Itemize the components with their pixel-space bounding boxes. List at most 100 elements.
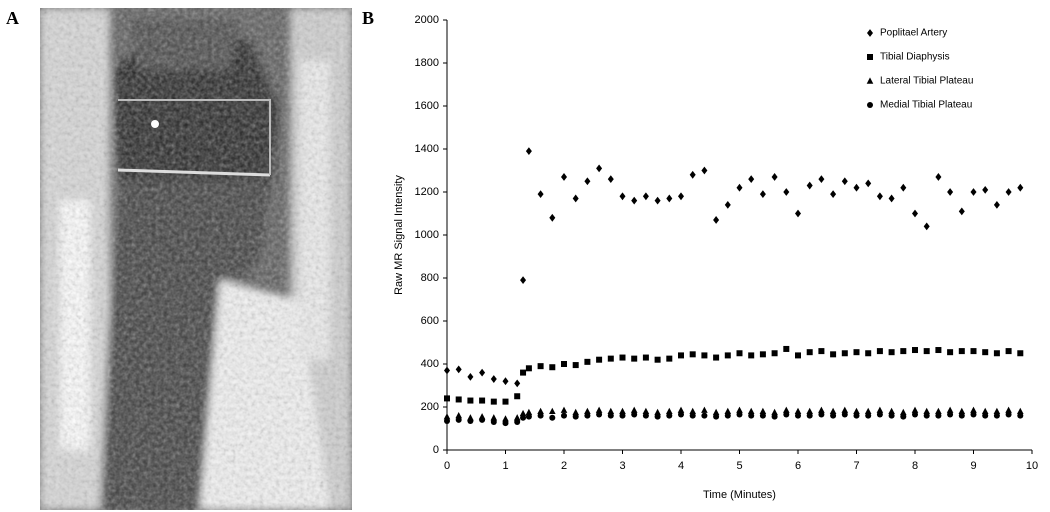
data-point bbox=[520, 276, 527, 285]
data-point bbox=[654, 356, 661, 363]
data-point bbox=[946, 406, 954, 413]
y-tick-label: 0 bbox=[433, 444, 439, 456]
data-point bbox=[642, 192, 649, 201]
x-tick-label: 3 bbox=[619, 460, 625, 472]
data-point bbox=[630, 406, 638, 413]
x-tick-label: 10 bbox=[1026, 460, 1038, 472]
legend-label: Tibial Diaphysis bbox=[880, 52, 950, 63]
data-point bbox=[923, 412, 930, 419]
data-point bbox=[654, 196, 661, 205]
data-point bbox=[853, 183, 860, 192]
data-point bbox=[841, 350, 848, 357]
data-point bbox=[888, 412, 895, 419]
x-tick-label: 2 bbox=[561, 460, 567, 472]
data-point bbox=[736, 183, 743, 192]
data-point bbox=[1017, 350, 1024, 357]
x-axis-label: Time (Minutes) bbox=[703, 489, 776, 501]
y-tick-label: 200 bbox=[421, 401, 439, 413]
y-tick-label: 2000 bbox=[415, 14, 439, 26]
data-point bbox=[525, 147, 532, 156]
x-tick-label: 5 bbox=[736, 460, 742, 472]
data-point bbox=[537, 407, 544, 414]
data-point bbox=[958, 407, 966, 414]
x-tick-label: 4 bbox=[678, 460, 684, 472]
data-point bbox=[841, 411, 848, 418]
data-point bbox=[982, 185, 989, 194]
data-point bbox=[537, 190, 544, 199]
data-point bbox=[748, 412, 755, 419]
data-point bbox=[502, 415, 509, 422]
data-point bbox=[993, 350, 1000, 357]
legend-label: Medial Tibial Plateau bbox=[880, 100, 972, 111]
x-tick-label: 7 bbox=[853, 460, 859, 472]
x-tick-label: 6 bbox=[795, 460, 801, 472]
data-point bbox=[993, 201, 1000, 209]
data-point bbox=[865, 412, 872, 419]
data-point bbox=[958, 348, 965, 355]
data-point bbox=[584, 407, 591, 414]
legend-marker bbox=[866, 77, 874, 84]
data-point bbox=[771, 408, 778, 416]
data-point bbox=[853, 349, 860, 356]
data-point bbox=[795, 412, 801, 419]
data-point bbox=[724, 352, 731, 359]
data-point bbox=[479, 368, 486, 377]
y-tick-label: 1000 bbox=[415, 229, 439, 241]
data-point bbox=[1017, 183, 1024, 192]
data-point bbox=[572, 194, 579, 203]
data-point bbox=[584, 412, 591, 419]
data-point bbox=[853, 412, 860, 419]
data-point bbox=[584, 358, 591, 365]
data-point bbox=[806, 407, 813, 414]
y-tick-label: 1200 bbox=[415, 186, 439, 198]
y-tick-label: 400 bbox=[421, 358, 439, 370]
data-point bbox=[806, 412, 813, 419]
data-point bbox=[982, 349, 989, 356]
data-point bbox=[584, 177, 591, 186]
data-point bbox=[631, 196, 638, 205]
data-point bbox=[549, 364, 556, 371]
y-tick-label: 1600 bbox=[415, 100, 439, 112]
data-point bbox=[631, 355, 638, 362]
data-point bbox=[525, 365, 532, 372]
legend-marker bbox=[867, 54, 873, 60]
data-point bbox=[830, 351, 837, 358]
data-point bbox=[519, 409, 527, 417]
data-point bbox=[830, 190, 837, 199]
data-point bbox=[1005, 406, 1012, 413]
x-tick-label: 0 bbox=[444, 460, 450, 472]
y-tick-label: 600 bbox=[421, 315, 439, 327]
data-point bbox=[935, 347, 942, 354]
data-point bbox=[1005, 188, 1012, 196]
data-point bbox=[689, 351, 696, 358]
data-point bbox=[771, 413, 778, 420]
data-point bbox=[490, 375, 497, 383]
data-point bbox=[455, 416, 462, 423]
x-tick-label: 1 bbox=[502, 460, 508, 472]
data-point bbox=[490, 414, 498, 421]
data-point bbox=[642, 407, 650, 414]
data-point bbox=[759, 407, 767, 414]
data-point bbox=[713, 354, 720, 361]
data-point bbox=[958, 207, 965, 216]
data-point bbox=[841, 406, 849, 413]
data-point bbox=[748, 352, 755, 359]
data-point bbox=[549, 414, 556, 421]
data-point bbox=[443, 413, 451, 420]
data-point bbox=[912, 209, 918, 218]
data-point bbox=[455, 396, 462, 403]
data-point bbox=[607, 412, 614, 419]
data-point bbox=[783, 345, 790, 352]
data-point bbox=[818, 406, 825, 413]
data-point bbox=[911, 406, 919, 413]
data-point bbox=[888, 194, 895, 203]
data-point bbox=[864, 407, 872, 414]
data-point bbox=[514, 379, 521, 388]
data-point bbox=[935, 173, 942, 181]
data-point bbox=[841, 177, 848, 186]
mri-image bbox=[40, 8, 352, 510]
data-point bbox=[876, 348, 883, 355]
data-point bbox=[678, 411, 684, 418]
data-point bbox=[572, 362, 579, 369]
data-point bbox=[876, 192, 883, 201]
